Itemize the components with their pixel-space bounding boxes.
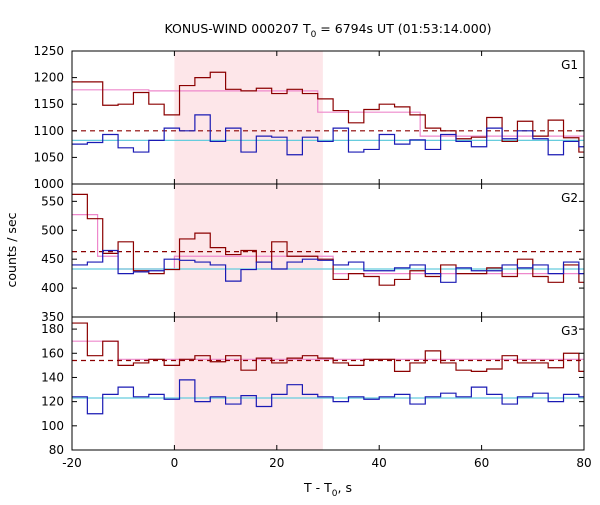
panel-label: G1 [561,58,578,72]
x-axis-label-main: T - T [303,480,332,495]
y-tick-label: 100 [41,419,64,433]
panels-group: 100010501100115012001250G135040045050055… [33,44,591,470]
y-tick-label: 550 [41,194,64,208]
x-tick-label: 20 [269,456,284,470]
y-tick-label: 1000 [33,177,64,191]
panel-g1: 1000 1050 1100 1150 1200 1250 G1 [33,44,585,191]
panel-frame [71,183,585,318]
x-tick-label: 60 [474,456,489,470]
chart-title-main: KONUS-WIND 000207 T [164,21,310,36]
panel-g3: 80 100 120 140 160 180 -20 0 20 40 60 80 G3 [41,316,592,470]
panel-label: G3 [561,324,578,338]
y-tick-label: 400 [41,281,64,295]
x-axis-label: T - T0, s [303,480,352,499]
counts-blue-histogram [72,249,584,283]
highlight-band [174,317,323,450]
y-tick-label: 180 [41,322,64,336]
chart-title: KONUS-WIND 000207 T0 = 6794s UT (01:53:1… [164,21,491,40]
highlight-band [174,51,323,184]
x-tick-label: 40 [372,456,387,470]
counts-dark-histogram [72,193,584,286]
panel-label: G2 [561,191,578,205]
y-tick-label: 140 [41,370,64,384]
chart-title-rest: = 6794s UT (01:53:14.000) [316,21,491,36]
counts-dark-histogram [72,71,584,153]
counts-dark-histogram [72,322,584,373]
y-tick-label: 1250 [33,44,64,58]
y-tick-label: 1200 [33,71,64,85]
panel-frame [71,316,585,451]
counts-blue-histogram [72,379,584,415]
counts-blue-histogram [72,114,584,156]
fit-pink-line [72,340,584,360]
y-tick-label: 160 [41,346,64,360]
y-tick-label: 350 [41,310,64,324]
y-tick-label: 450 [41,252,64,266]
y-tick-label: 120 [41,395,64,409]
x-tick-label: 0 [171,456,179,470]
x-tick-label: 80 [576,456,591,470]
y-tick-label: 80 [49,443,64,457]
x-tick-label: -20 [62,456,82,470]
y-tick-label: 1100 [33,124,64,138]
chart-title-subscript: 0 [311,30,317,40]
fit-pink-line [72,89,584,137]
y-axis-label: counts / sec [4,212,19,287]
y-tick-label: 1050 [33,150,64,164]
panel-frame [71,50,585,185]
panel-g2: 350 400 450 500 550 G2 [41,183,585,324]
y-tick-label: 500 [41,223,64,237]
y-tick-label: 1150 [33,97,64,111]
x-axis-label-subscript: 0 [332,489,338,499]
x-axis-label-rest: , s [338,480,352,495]
